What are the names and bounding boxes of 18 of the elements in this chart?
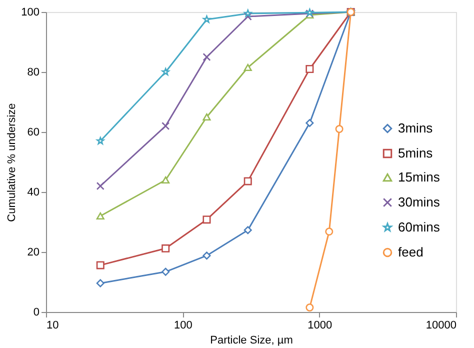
y-tick-label: 40 — [27, 186, 40, 198]
legend-label: 60mins — [398, 220, 440, 234]
y-tick-label: 80 — [27, 66, 40, 78]
x-axis-title: Particle Size, µm — [210, 334, 293, 346]
x-tick-label: 1000 — [308, 320, 332, 332]
y-axis-title: Cumulative % undersize — [6, 103, 18, 222]
legend-label: 30mins — [398, 194, 440, 210]
x-tick-label: 100 — [174, 320, 192, 332]
x-tick-label: 10000 — [426, 320, 456, 332]
y-tick-label: 20 — [27, 246, 40, 258]
y-tick-label: 60 — [27, 126, 40, 138]
x-tick-label: 10 — [46, 320, 59, 332]
legend-label: feed — [398, 244, 424, 260]
legend-label: 5mins — [398, 146, 434, 160]
y-tick-label: 0 — [33, 306, 40, 318]
y-tick-label: 100 — [21, 6, 40, 18]
legend-label: 15mins — [398, 170, 440, 184]
legend-label: 3mins — [398, 120, 434, 136]
